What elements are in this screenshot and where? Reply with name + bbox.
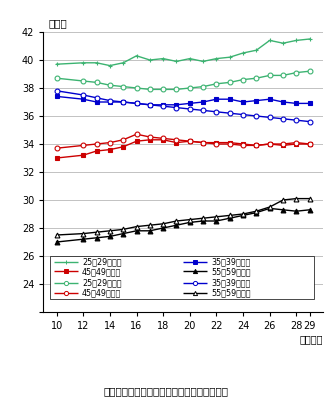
Text: 25～29歳女子: 25～29歳女子	[82, 278, 122, 287]
Text: 45～49歳男子: 45～49歳男子	[82, 267, 121, 276]
Text: 25～29歳男子: 25～29歳男子	[82, 257, 122, 266]
Text: 45～49歳女子: 45～49歳女子	[82, 288, 121, 298]
Text: 55～59歳男子: 55～59歳男子	[211, 267, 251, 276]
Text: 図３－９　新体力テストの合計点の年次推移: 図３－９ 新体力テストの合計点の年次推移	[104, 386, 229, 396]
Text: 35～39歳男子: 35～39歳男子	[211, 257, 250, 266]
Text: （点）: （点）	[49, 18, 68, 28]
Text: （年度）: （年度）	[299, 334, 323, 344]
Bar	[50, 256, 314, 299]
Text: 55～59歳女子: 55～59歳女子	[211, 288, 251, 298]
Text: 35～39歳女子: 35～39歳女子	[211, 278, 250, 287]
